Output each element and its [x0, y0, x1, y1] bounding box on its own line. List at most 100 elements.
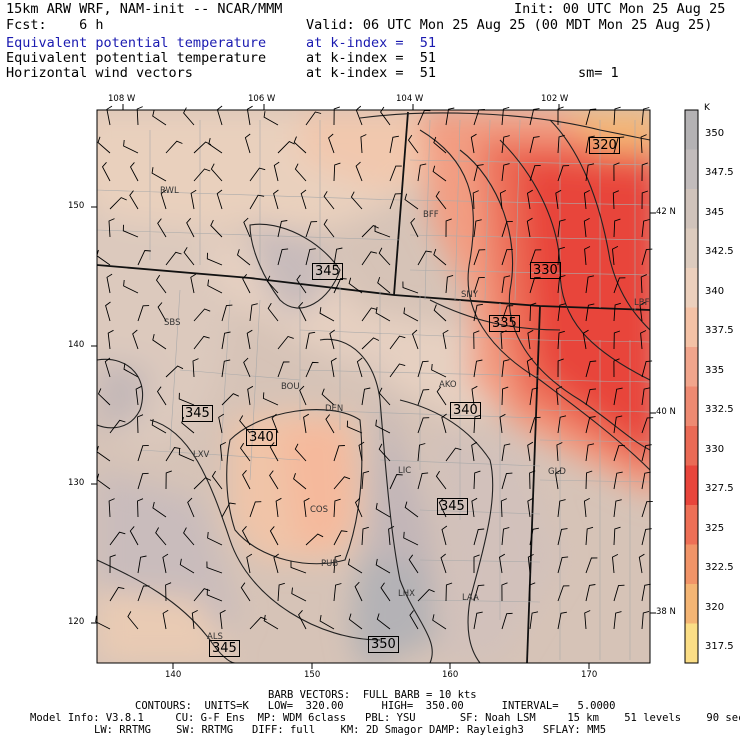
wind-barb — [445, 582, 453, 602]
wind-barb — [641, 248, 653, 266]
wind-barb — [583, 189, 590, 210]
wind-barb — [267, 302, 279, 322]
wind-barb — [557, 358, 564, 378]
wind-barb — [122, 224, 139, 238]
wind-barb — [277, 248, 289, 266]
wind-barb — [557, 330, 565, 350]
wind-barb — [305, 111, 322, 126]
x-tick: 160 — [442, 670, 459, 680]
wind-barb — [333, 554, 342, 574]
wind-barb — [374, 225, 391, 238]
wind-barb — [445, 447, 462, 462]
wind-barb — [527, 497, 534, 518]
wind-barb — [160, 189, 167, 210]
wind-barb — [333, 162, 341, 182]
wind-barb — [417, 588, 435, 602]
wind-barb — [328, 133, 335, 154]
wind-barb — [275, 497, 282, 518]
contour-label: 350 — [368, 636, 399, 653]
wind-barb — [432, 614, 447, 630]
wind-barb — [376, 613, 391, 630]
wind-barb — [556, 386, 563, 406]
wind-barb — [207, 531, 223, 546]
wind-barb — [501, 220, 513, 238]
wind-barb — [501, 612, 513, 630]
station-label: BOU — [281, 382, 300, 392]
wind-barb — [404, 501, 419, 518]
wind-barb — [557, 246, 565, 266]
wind-barb — [529, 108, 540, 126]
wind-barb — [585, 416, 596, 434]
wind-barb — [305, 361, 319, 378]
station-label: AKO — [439, 380, 457, 390]
wind-barb — [333, 530, 348, 546]
station-label: COS — [310, 505, 329, 515]
wind-barb — [473, 554, 480, 573]
wind-barb — [613, 611, 622, 630]
wind-barb — [557, 415, 567, 434]
wind-barb — [132, 329, 139, 350]
wind-barb — [137, 250, 151, 266]
wind-barb — [501, 359, 510, 378]
wind-barb — [216, 105, 223, 126]
wind-barb — [638, 553, 645, 574]
wind-barb — [165, 582, 172, 602]
wind-barb — [583, 217, 590, 238]
wind-barb — [473, 249, 486, 266]
station-label: LAA — [462, 593, 479, 603]
wind-barb — [355, 161, 363, 182]
wind-barb — [471, 441, 478, 462]
wind-barb — [417, 417, 430, 434]
wind-barb — [613, 218, 621, 238]
wind-barb — [557, 556, 569, 574]
wind-barb — [501, 472, 513, 490]
wind-barb — [585, 135, 595, 154]
wind-barb — [557, 303, 566, 322]
station-label: DEN — [325, 404, 344, 414]
wind-barb — [246, 329, 253, 350]
forecast-hour: Fcst: 6 h — [6, 17, 104, 33]
valid-time: Valid: 06 UTC Mon 25 Aug 25 (00 MDT Mon … — [306, 17, 713, 33]
wind-barb — [470, 133, 477, 154]
wind-barb — [137, 585, 150, 602]
wind-barb — [183, 247, 195, 266]
wind-barb — [151, 418, 167, 434]
wind-barb — [402, 281, 419, 294]
wind-barb — [613, 302, 621, 322]
wind-barb — [221, 393, 239, 406]
wind-barb — [299, 385, 307, 406]
wind-barb — [375, 419, 391, 434]
wind-barb — [323, 191, 335, 210]
field1-level: at k-index = 51 — [306, 35, 437, 51]
wind-barb — [152, 110, 167, 126]
wind-barb — [641, 500, 653, 518]
wind-barb — [358, 441, 365, 462]
wind-barb — [529, 276, 541, 294]
wind-barb — [585, 275, 594, 294]
wind-barb — [303, 497, 310, 518]
wind-barb — [137, 498, 144, 518]
wind-barb — [290, 561, 307, 574]
colorbar-label: 317.5 — [705, 641, 734, 652]
field2-level: at k-index = 51 — [306, 50, 437, 66]
wind-barb — [613, 584, 625, 602]
wind-barb — [109, 197, 127, 210]
map-frame — [96, 109, 651, 664]
wind-barb — [219, 441, 227, 462]
wind-barb — [243, 217, 251, 238]
wind-barb — [501, 386, 509, 406]
station-label: LBF — [634, 298, 650, 308]
wind-barb — [613, 499, 622, 518]
wind-barb — [361, 526, 369, 546]
wind-barb — [612, 553, 619, 574]
wind-barb — [641, 107, 650, 126]
wind-barb — [378, 443, 391, 462]
wind-barb — [136, 106, 143, 126]
wind-barb — [613, 277, 626, 294]
lat-label: 42 N — [656, 207, 676, 217]
wind-barb — [640, 274, 647, 294]
colorbar-label: 340 — [705, 285, 725, 297]
wind-barb — [157, 218, 167, 238]
wind-barb — [249, 167, 266, 182]
wind-barb — [641, 190, 649, 210]
